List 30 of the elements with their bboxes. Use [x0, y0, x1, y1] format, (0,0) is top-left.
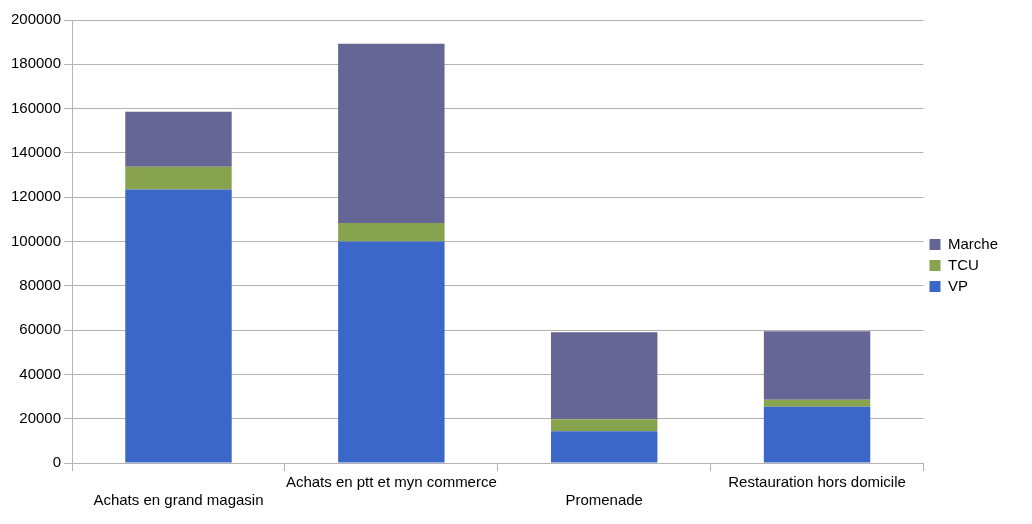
- y-tick-label: 40000: [19, 364, 62, 382]
- legend-label: TCU: [947, 255, 979, 273]
- x-tick-label: Promenade: [565, 491, 643, 509]
- bar: [338, 43, 445, 224]
- bar: [550, 419, 658, 432]
- y-tick-label: 200000: [10, 10, 62, 28]
- x-tick-label: Restauration hors domicile: [728, 473, 906, 491]
- legend-label: VP: [947, 276, 968, 294]
- y-tick-label: 20000: [19, 408, 62, 426]
- bar: [763, 399, 871, 407]
- x-tick-label: Achats en grand magasin: [93, 491, 264, 509]
- y-tick-label: 160000: [10, 98, 62, 116]
- y-tick-label: 100000: [10, 231, 62, 249]
- y-tick-label: 120000: [10, 187, 62, 205]
- bar: [550, 431, 658, 463]
- bar: [338, 223, 445, 242]
- y-tick-label: 180000: [10, 54, 62, 72]
- y-tick-label: 140000: [10, 143, 62, 161]
- bar: [550, 332, 658, 420]
- legend-label: Marche: [947, 234, 999, 252]
- y-tick-label: 0: [52, 453, 62, 471]
- bar: [763, 406, 871, 463]
- bar: [125, 111, 232, 167]
- bar: [125, 166, 232, 190]
- x-tick-label: Achats en ptt et myn commerce: [285, 473, 497, 491]
- bar: [763, 331, 871, 400]
- y-tick-label: 60000: [19, 320, 62, 338]
- bar: [125, 189, 232, 463]
- bar: [338, 241, 445, 463]
- y-tick-label: 80000: [19, 275, 62, 293]
